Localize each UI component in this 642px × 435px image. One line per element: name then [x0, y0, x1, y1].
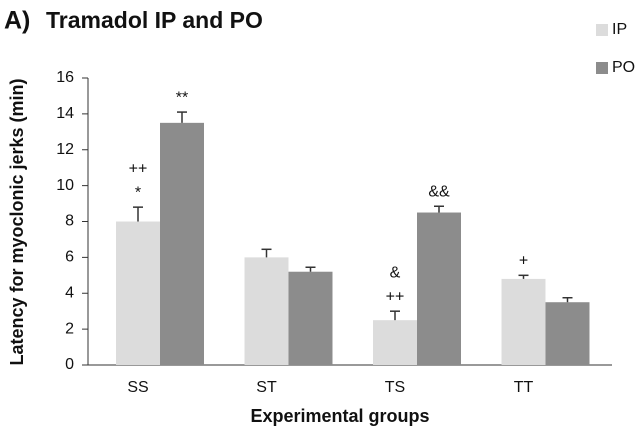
x-tick-label: ST: [256, 379, 277, 396]
bar: [244, 257, 289, 365]
y-tick-label: 4: [65, 284, 74, 301]
y-tick-label: 8: [65, 213, 74, 230]
panel-label: A): [4, 7, 30, 35]
y-tick-label: 10: [56, 177, 74, 194]
bar: [160, 122, 204, 365]
annotation: &: [390, 264, 401, 281]
annotation: ++: [129, 160, 148, 177]
annotation: +: [519, 253, 528, 270]
y-tick-label: 6: [65, 249, 74, 266]
annotation: ++: [386, 288, 405, 305]
annotation: **: [176, 89, 188, 106]
bar: [545, 302, 590, 365]
legend-swatch: [596, 24, 608, 36]
bar: [288, 271, 333, 365]
bar: [373, 320, 417, 365]
bar: [501, 278, 546, 365]
bar: [116, 221, 160, 365]
x-tick-label: SS: [127, 379, 148, 396]
y-tick-label: 16: [56, 69, 74, 86]
legend-swatch: [596, 62, 608, 74]
y-tick-label: 0: [65, 356, 74, 373]
y-tick-label: 2: [65, 320, 74, 337]
legend-label: PO: [612, 59, 635, 76]
legend-label: IP: [612, 21, 627, 38]
x-tick-label: TT: [514, 379, 534, 396]
y-axis-label: Latency for myoclonic jerks (min): [7, 78, 27, 365]
annotation: &&: [428, 183, 450, 200]
x-tick-label: TS: [385, 379, 405, 396]
chart-title: Tramadol IP and PO: [46, 7, 263, 33]
y-tick-label: 14: [56, 105, 74, 122]
annotation: *: [135, 184, 141, 201]
y-tick-label: 12: [56, 141, 74, 158]
x-axis-label: Experimental groups: [250, 406, 429, 426]
bar: [417, 212, 461, 365]
